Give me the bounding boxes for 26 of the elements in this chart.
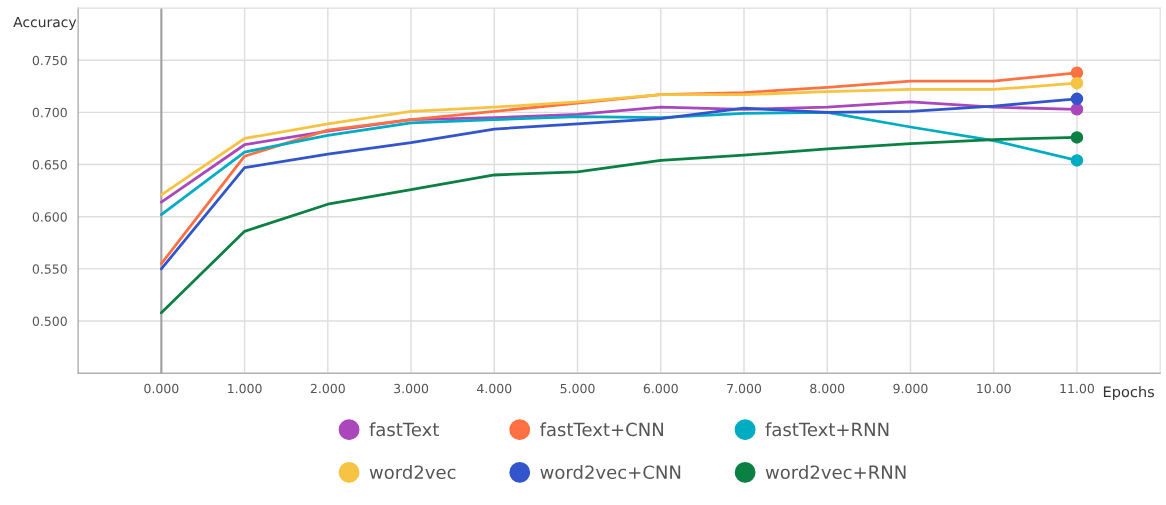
y-axis-title: Accuracy	[13, 16, 77, 30]
legend-label: word2vec+RNN	[765, 465, 906, 480]
y-tick-label: 0.650	[32, 160, 67, 170]
x-tick-label: 2.000	[310, 383, 345, 394]
x-tick-label: 3.000	[394, 383, 429, 394]
x-tick-label: 11.00	[1060, 383, 1094, 394]
y-tick-label: 0.700	[32, 107, 67, 118]
x-axis-title: Epochs	[1103, 385, 1155, 401]
legend-label: fastText+RNN	[765, 422, 889, 437]
legend-label: word2vec	[369, 465, 456, 480]
x-tick-label: 7.000	[727, 383, 762, 394]
x-tick-label: 6.000	[643, 383, 678, 394]
x-tick-label: 5.000	[560, 383, 595, 394]
x-tick-label: 1.000	[228, 383, 262, 394]
y-tick-label: 0.550	[32, 264, 67, 274]
y-tick-label: 0.600	[32, 212, 67, 222]
legend-label: fastText+CNN	[540, 422, 663, 437]
y-tick-label: 0.750	[32, 55, 67, 66]
legend-label: fastText	[369, 422, 439, 437]
legend-label: word2vec+CNN	[540, 465, 681, 480]
x-tick-label: 8.000	[810, 383, 845, 394]
y-tick-label: 0.500	[32, 316, 67, 326]
x-tick-label: 0.000	[144, 383, 179, 394]
x-tick-label: 9.000	[893, 383, 928, 394]
x-tick-label: 10.00	[977, 383, 1011, 394]
x-tick-label: 4.000	[477, 383, 512, 394]
